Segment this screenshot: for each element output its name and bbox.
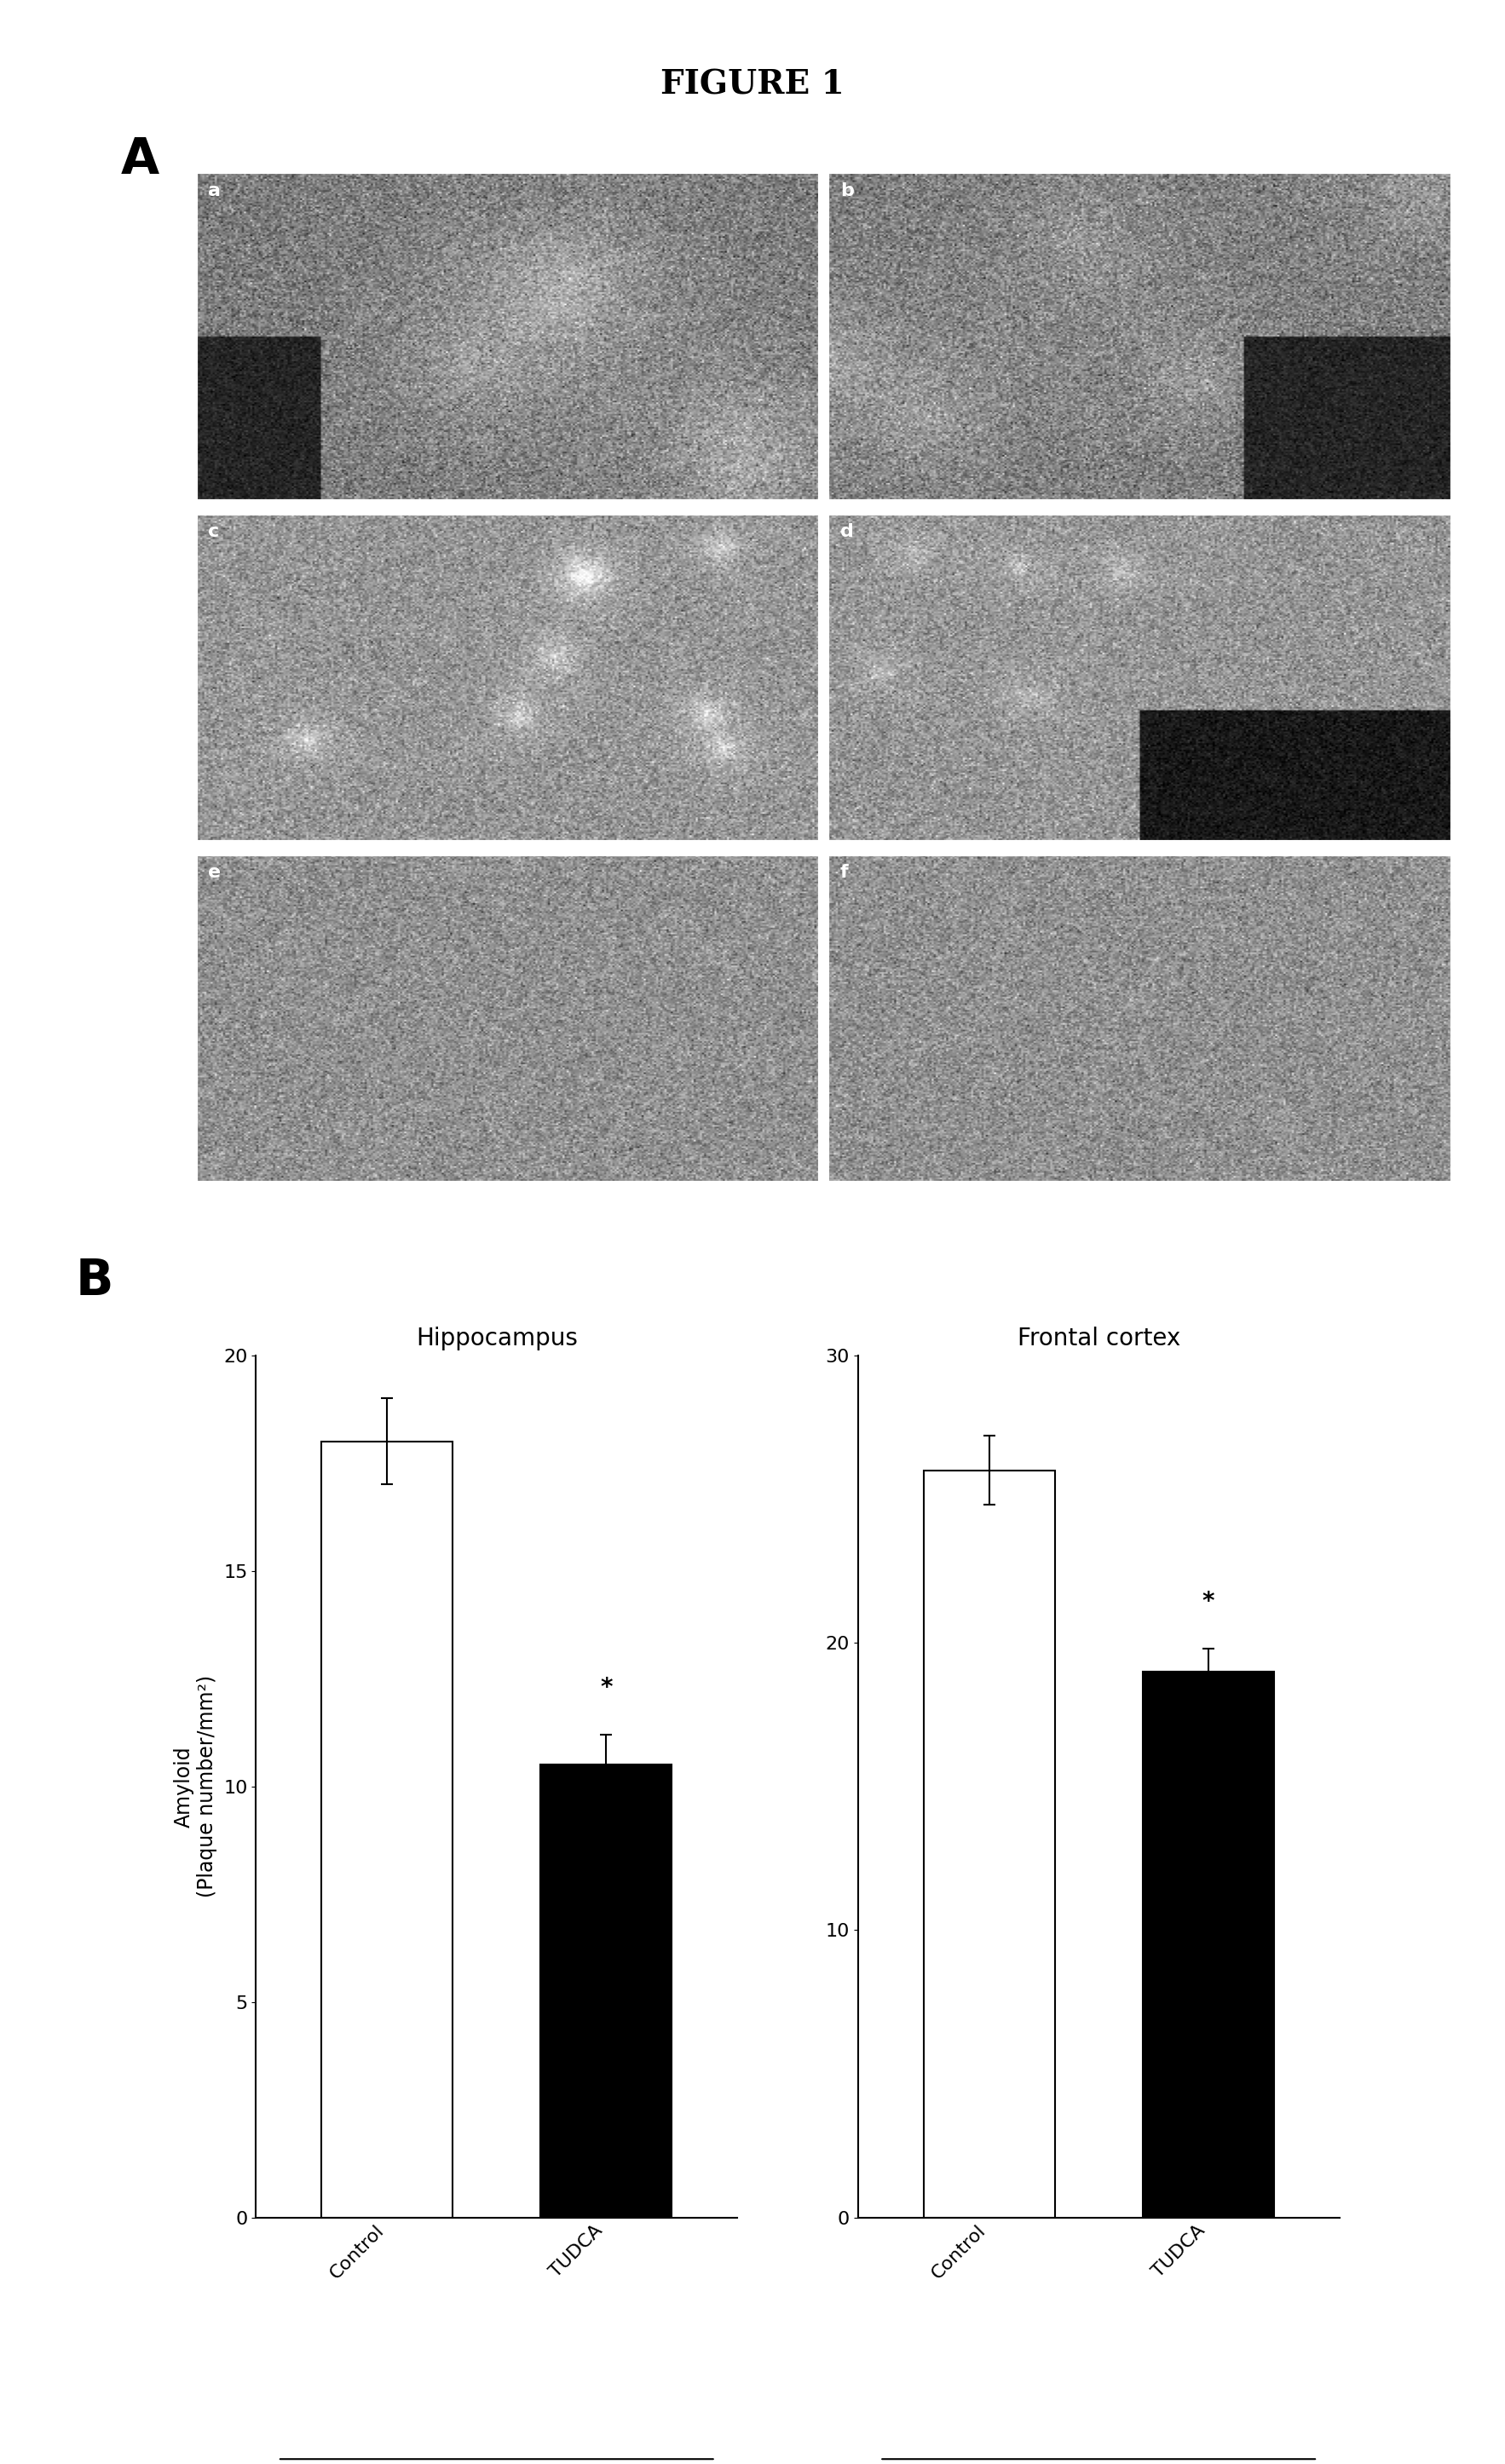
Text: c: c xyxy=(208,522,220,540)
Bar xyxy=(322,1441,453,2218)
Text: b: b xyxy=(840,182,853,200)
Title: Frontal cortex: Frontal cortex xyxy=(1017,1328,1180,1350)
Bar xyxy=(924,1471,1055,2218)
Bar xyxy=(540,1764,671,2218)
Text: A: A xyxy=(120,136,160,185)
Bar xyxy=(1142,1671,1273,2218)
Text: *: * xyxy=(600,1676,613,1700)
Text: d: d xyxy=(840,522,853,540)
Text: e: e xyxy=(208,865,221,882)
Title: Hippocampus: Hippocampus xyxy=(415,1328,578,1350)
Text: FIGURE 1: FIGURE 1 xyxy=(661,69,844,101)
Text: B: B xyxy=(75,1257,113,1306)
Text: *: * xyxy=(1202,1589,1215,1614)
Y-axis label: Amyloid
(Plaque number/mm²): Amyloid (Plaque number/mm²) xyxy=(173,1676,217,1897)
Text: a: a xyxy=(208,182,221,200)
Text: f: f xyxy=(840,865,849,882)
